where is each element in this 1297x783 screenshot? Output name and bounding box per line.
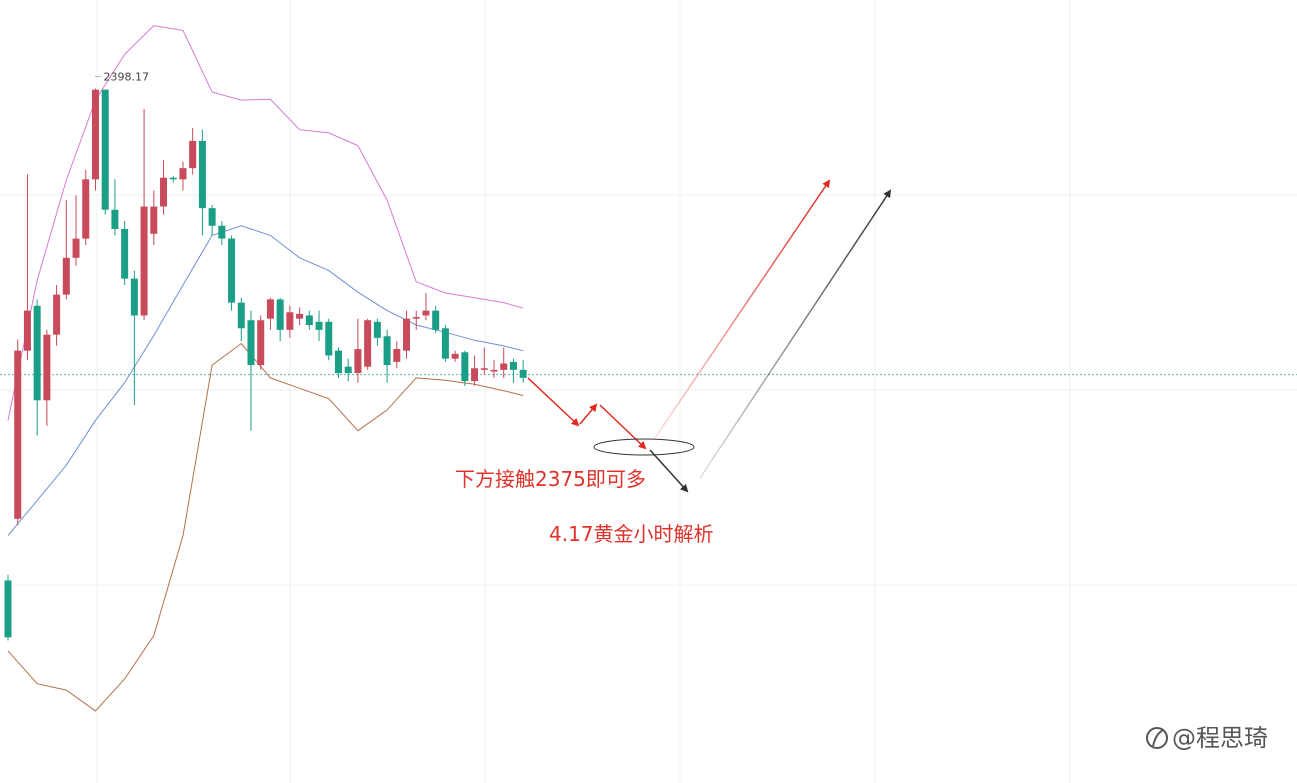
projection <box>527 179 892 493</box>
candle-body <box>237 302 245 329</box>
candle-body <box>33 305 41 401</box>
candle-body <box>53 294 61 335</box>
candle-body <box>91 89 99 180</box>
candle-body <box>14 350 22 519</box>
candle-body <box>72 238 80 258</box>
candle-body <box>344 366 352 374</box>
candle-body <box>101 89 109 210</box>
candle-body <box>62 257 70 295</box>
candle-body <box>432 310 440 330</box>
candle-body <box>509 361 517 370</box>
plot: 2398.17 <box>0 25 1297 712</box>
annotation: 下方接触2375即可多 <box>455 467 646 491</box>
candle-body <box>169 177 177 180</box>
candle-body <box>286 312 294 330</box>
candle-body <box>393 349 401 362</box>
candle-body <box>160 177 168 207</box>
candle-body <box>315 321 323 330</box>
candle-body <box>82 179 90 239</box>
arrow <box>649 449 689 493</box>
candle-body <box>451 353 459 359</box>
band-line <box>7 342 524 712</box>
candle-body <box>266 299 274 319</box>
candle-body <box>247 320 255 366</box>
arrow <box>579 403 598 425</box>
candle-body <box>23 310 31 351</box>
arrow <box>527 377 580 427</box>
candle-body <box>111 209 119 229</box>
candle-body <box>334 350 342 374</box>
watermark: @程思琦 <box>1172 724 1268 752</box>
candle-body <box>189 140 197 169</box>
annotation: 4.17黄金小时解析 <box>549 522 714 546</box>
candle-body <box>519 369 527 378</box>
max-label: 2398.17 <box>103 71 149 84</box>
candle-body <box>257 320 265 366</box>
arrow <box>599 404 647 450</box>
candle-body <box>461 352 469 382</box>
arrow <box>654 179 831 439</box>
candle-body <box>500 363 508 370</box>
candle-body <box>43 334 51 401</box>
candle-body <box>228 238 236 303</box>
candle-body <box>179 168 187 180</box>
candle-body <box>383 336 391 366</box>
candle-body <box>412 317 420 319</box>
candle-body <box>471 368 479 382</box>
candle-body <box>150 206 158 234</box>
candle-body <box>140 206 148 316</box>
target-ellipse <box>593 438 695 456</box>
candle-body <box>325 321 333 356</box>
candle-body <box>4 580 12 638</box>
candle-body <box>364 320 372 367</box>
candle-body <box>276 299 284 330</box>
watermark-icon <box>1146 727 1168 749</box>
candle-body <box>422 310 430 316</box>
candle-body <box>208 208 216 226</box>
candle-body <box>354 349 362 374</box>
candle-body <box>490 369 498 372</box>
candle-body <box>403 318 411 351</box>
candle-body <box>373 321 381 338</box>
candle-body <box>121 228 129 279</box>
candle-body <box>441 328 449 359</box>
candle-body <box>305 315 313 326</box>
candle-body <box>296 313 304 319</box>
candle-body <box>130 278 138 316</box>
candle-body <box>218 225 226 239</box>
candle-body <box>198 140 206 209</box>
candle-body <box>480 368 488 370</box>
arrow <box>699 189 892 479</box>
